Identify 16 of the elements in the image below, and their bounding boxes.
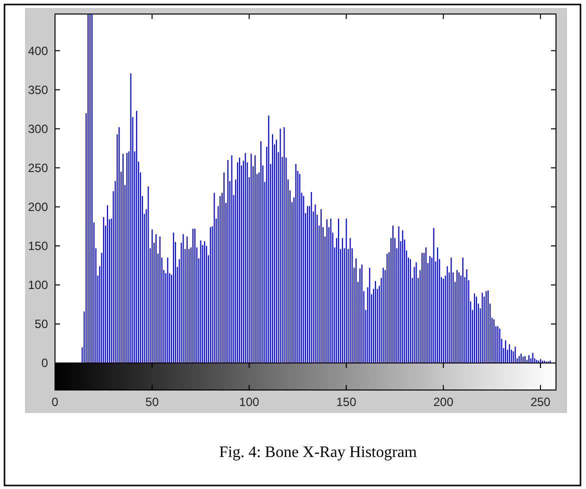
x-tick-label: 250 xyxy=(530,395,551,409)
y-tick-label: 50 xyxy=(34,317,48,332)
x-tick-label: 0 xyxy=(52,395,59,409)
x-tick-label: 150 xyxy=(336,395,357,409)
x-tick-label: 200 xyxy=(433,395,454,409)
y-tick-label: 100 xyxy=(28,278,48,292)
y-tick-label: 200 xyxy=(28,200,48,214)
text: Fig. 4: Bone X-Ray Histogram xyxy=(219,444,418,461)
y-tick-label: 150 xyxy=(28,239,48,254)
y-tick-label: 300 xyxy=(28,122,48,136)
y-tick-label: 400 xyxy=(28,44,48,58)
y-tick-label: 250 xyxy=(28,161,48,176)
y-tick-label: 350 xyxy=(28,82,48,97)
x-tick-label: 50 xyxy=(145,395,160,409)
x-tick-label: 100 xyxy=(239,395,260,409)
y-tick-label: 0 xyxy=(41,356,48,370)
